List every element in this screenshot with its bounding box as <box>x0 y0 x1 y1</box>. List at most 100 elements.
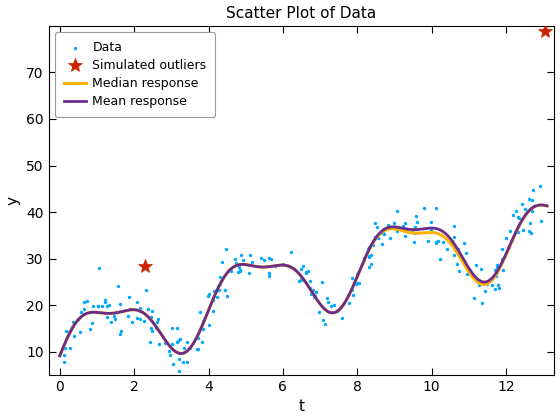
Data <box>153 316 162 323</box>
Data <box>411 224 420 231</box>
Data <box>345 299 354 306</box>
Data <box>172 324 181 331</box>
Data <box>148 327 157 334</box>
Data <box>205 291 214 298</box>
Data <box>265 255 274 261</box>
Data <box>67 324 76 331</box>
Data <box>480 288 489 295</box>
Data <box>426 219 435 226</box>
Data <box>366 260 375 267</box>
Data <box>372 224 381 231</box>
Data <box>498 255 507 262</box>
Data <box>245 270 254 277</box>
Data <box>297 276 306 283</box>
Data <box>393 208 402 215</box>
Data <box>136 305 144 312</box>
Data <box>493 281 502 288</box>
Data <box>517 201 526 208</box>
Data <box>520 205 529 212</box>
Data <box>101 299 110 305</box>
Data <box>398 223 407 230</box>
Median response <box>426 230 433 235</box>
Data <box>175 356 184 362</box>
Data <box>320 320 329 327</box>
Data <box>65 344 74 351</box>
Data <box>166 351 175 358</box>
Data <box>160 340 169 346</box>
Legend: Data, Simulated outliers, Median response, Mean response: Data, Simulated outliers, Median respons… <box>55 32 215 117</box>
Line: Simulated outliers: Simulated outliers <box>138 24 552 394</box>
Data <box>115 301 124 307</box>
Data <box>102 314 111 320</box>
Mean response <box>426 226 433 231</box>
Data <box>386 235 395 242</box>
Data <box>208 297 217 304</box>
Data <box>427 227 436 234</box>
Data <box>100 297 109 303</box>
Data <box>189 378 198 385</box>
Data <box>447 238 456 244</box>
Data <box>454 267 463 274</box>
Data <box>186 345 195 352</box>
Simulated outliers <box>142 263 148 268</box>
Data <box>110 315 119 322</box>
Data <box>82 298 91 304</box>
Data <box>210 288 219 294</box>
Data <box>133 299 142 306</box>
Data <box>167 324 176 331</box>
Data <box>115 331 124 337</box>
Simulated outliers <box>542 28 548 33</box>
Title: Scatter Plot of Data: Scatter Plot of Data <box>226 5 377 21</box>
Mean response <box>86 310 93 315</box>
Data <box>410 229 419 236</box>
Data <box>326 302 335 309</box>
Data <box>459 239 468 246</box>
Data <box>529 186 538 193</box>
Data <box>505 243 514 250</box>
Mean response <box>476 278 483 283</box>
Data <box>449 222 458 229</box>
Data <box>364 254 373 260</box>
Median response <box>352 278 359 284</box>
Data <box>508 212 517 218</box>
Data <box>205 322 214 328</box>
Data <box>152 325 161 332</box>
Data <box>124 312 133 319</box>
Data <box>310 294 319 300</box>
Data <box>168 341 177 347</box>
Line: Median response: Median response <box>60 205 547 356</box>
Data <box>146 339 155 346</box>
Data <box>535 183 544 189</box>
Data <box>110 312 119 319</box>
Data <box>85 325 94 332</box>
Data <box>469 295 478 302</box>
Data <box>348 287 357 294</box>
Data <box>128 319 137 326</box>
Data <box>400 220 409 227</box>
Data <box>248 259 257 265</box>
Data <box>369 241 378 248</box>
Data <box>401 233 410 239</box>
Data <box>60 359 69 366</box>
Data <box>408 228 417 235</box>
Data <box>267 256 276 262</box>
Data <box>488 276 497 283</box>
X-axis label: t: t <box>298 399 305 415</box>
Median response <box>367 245 374 250</box>
Data <box>492 273 501 280</box>
Data <box>72 316 81 323</box>
Data <box>323 294 332 301</box>
Data <box>508 236 517 243</box>
Simulated outliers <box>436 382 442 387</box>
Data <box>146 314 155 321</box>
Data <box>525 228 534 234</box>
Data <box>432 239 441 246</box>
Data <box>411 213 420 220</box>
Data <box>265 270 274 276</box>
Data <box>352 270 361 277</box>
Data <box>178 358 187 365</box>
Data <box>94 303 102 310</box>
Data <box>271 262 280 269</box>
Data <box>424 238 433 245</box>
Data <box>374 234 382 241</box>
